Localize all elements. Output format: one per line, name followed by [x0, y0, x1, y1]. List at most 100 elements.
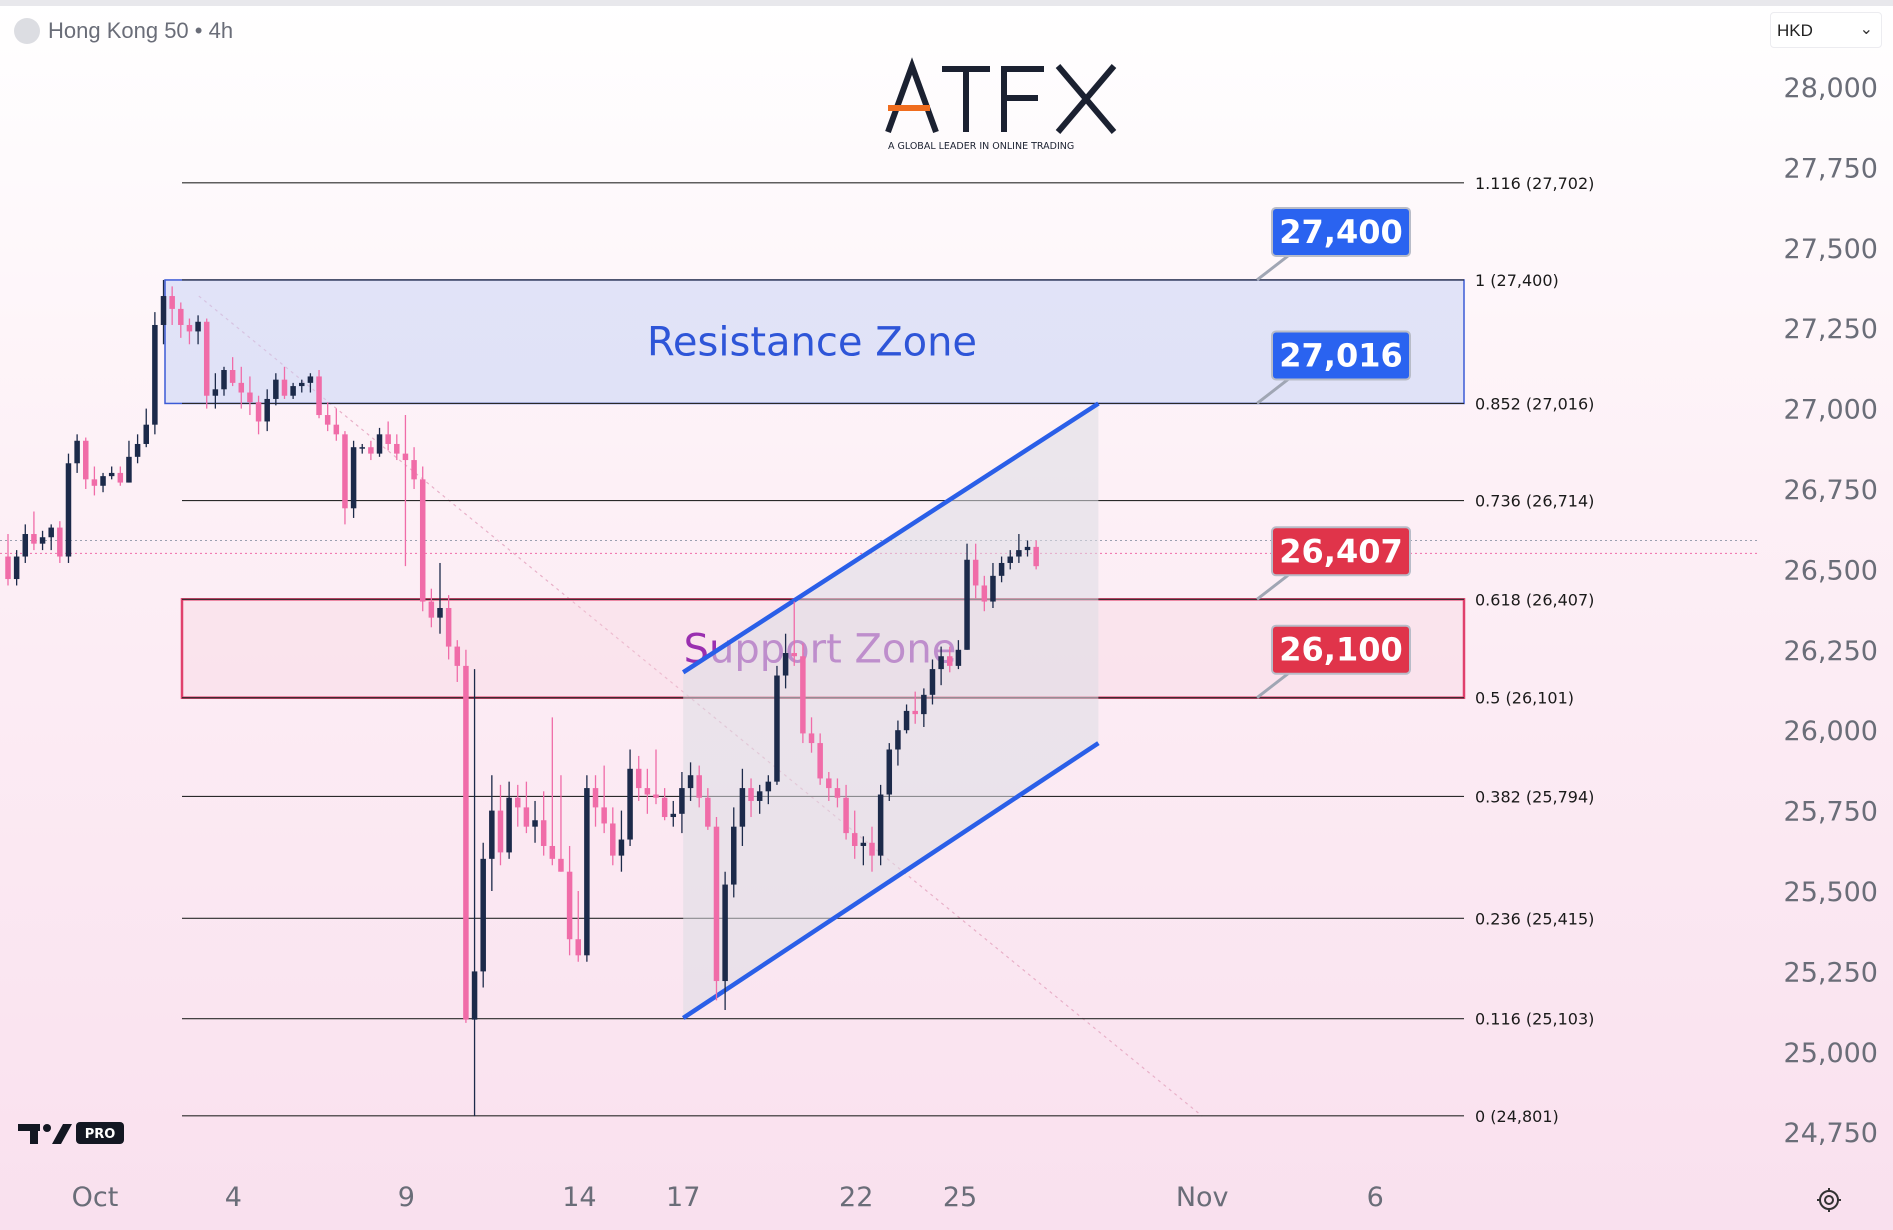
candle-body-down [843, 797, 849, 834]
x-tick-label: 6 [1367, 1182, 1384, 1213]
callout-pointer [1256, 378, 1289, 405]
candle-body-up [929, 669, 936, 695]
candle-body-down [826, 778, 832, 789]
callouts-layer: 27,400 27,016 26,407 26,100 [1256, 206, 1411, 699]
symbol-icon [14, 18, 40, 44]
candle-body-down [169, 296, 175, 309]
candle-body-up [860, 842, 867, 846]
candle-body-down [394, 443, 400, 454]
symbol-text: Hong Kong 50 • 4h [48, 18, 234, 43]
candle-body-up [903, 710, 910, 731]
candle-body-up [964, 559, 970, 650]
candle-body-up [618, 839, 625, 856]
candle-body-up [134, 443, 141, 457]
callout-pointer [1256, 672, 1289, 699]
candle-body-down [411, 460, 417, 480]
y-tick-label: 25,750 [1784, 797, 1878, 828]
x-tick-label: 4 [225, 1182, 242, 1213]
y-tick-label: 26,000 [1784, 716, 1878, 747]
candle-body-down [342, 434, 348, 509]
candle-body-up [921, 694, 927, 715]
symbol-title[interactable]: Hong Kong 50 • 4h [14, 16, 233, 46]
candle-body-down [91, 479, 98, 486]
x-tick-label: 14 [562, 1182, 596, 1213]
price-callout [1271, 206, 1411, 257]
time-axis[interactable]: Oct 4 9 14 17 22 25 Nov 6 [72, 1182, 1384, 1213]
y-tick-label: 26,250 [1784, 636, 1878, 667]
candle-body-up [1016, 550, 1022, 557]
settings-icon[interactable] [1815, 1186, 1843, 1214]
candle-body-down [558, 858, 564, 872]
candle-body-down [851, 833, 858, 846]
candle-body-down [661, 797, 668, 818]
candle-body-down [515, 797, 521, 808]
diagonal-trendline [198, 295, 1203, 1117]
channel-fill [683, 403, 1099, 1019]
candle-body-down [653, 794, 659, 798]
candle-body-down [368, 447, 374, 454]
logo-tagline: A GLOBAL LEADER IN ONLINE TRADING [888, 141, 1074, 152]
candle-body-up [350, 447, 357, 509]
candle-body-up [108, 472, 115, 477]
y-tick-label: 28,000 [1784, 73, 1878, 104]
price-callout-label: 27,400 [1279, 213, 1402, 251]
candle-body-up [877, 794, 884, 856]
candle-body-up [480, 858, 486, 972]
x-tick-label: 22 [839, 1182, 873, 1213]
candle-body-up [722, 884, 728, 982]
candle-body-up [731, 826, 737, 885]
atfx-wordmark-icon [885, 57, 1117, 134]
fib-level-label: 0 (24,801) [1475, 1107, 1559, 1126]
candle-body-down [791, 653, 797, 657]
candle-body-down [186, 324, 193, 332]
candle-body-down [324, 415, 331, 425]
candle-body-down [178, 308, 184, 325]
candle-body-down [523, 807, 530, 827]
candle-body-up [998, 562, 1005, 576]
currency-select[interactable]: HKD ⌄ [1770, 12, 1882, 48]
candle-body-up [437, 607, 443, 618]
callout-pointer [1256, 254, 1289, 282]
y-tick-label: 25,250 [1784, 957, 1878, 988]
y-tick-label: 26,500 [1784, 555, 1878, 586]
candle-body-down [635, 768, 642, 789]
candle-body-down [947, 656, 953, 666]
candle-body-up [264, 398, 270, 422]
candle-body-up [532, 820, 538, 827]
price-axis[interactable]: 28,000 27,750 27,500 27,250 27,000 26,750 26,5… [1784, 73, 1878, 1149]
candle-body-up [895, 730, 901, 750]
fib-level-label: 1 (27,400) [1475, 271, 1559, 290]
candle-body-up [774, 675, 780, 782]
x-tick-label: Nov [1176, 1182, 1229, 1213]
channel-lower-line [681, 741, 1100, 1020]
candle-body-down [575, 939, 581, 956]
tradingview-icon [18, 1124, 72, 1144]
candle-body-down [549, 845, 556, 859]
candle-body-up [687, 775, 694, 789]
y-tick-label: 27,250 [1784, 314, 1878, 345]
candle-body-up [739, 788, 746, 827]
candle-body-down [566, 871, 573, 940]
candle-body-down [31, 534, 37, 544]
candle-body-down [800, 656, 806, 734]
candle-body-up [756, 791, 763, 801]
y-tick-label: 24,750 [1784, 1118, 1878, 1149]
candle-body-down [540, 820, 547, 846]
candle-body-up [290, 386, 296, 396]
resistance-zone [164, 279, 1465, 405]
candle-body-up [152, 324, 158, 425]
y-tick-label: 27,500 [1784, 234, 1878, 265]
candle-body-down [333, 424, 340, 435]
candle-body-up [221, 370, 227, 390]
fib-level-label: 0.5 (26,101) [1475, 689, 1574, 708]
candle-body-up [100, 476, 106, 486]
candle-body-down [247, 392, 253, 403]
y-tick-label: 25,500 [1784, 877, 1878, 908]
price-callout [1271, 330, 1411, 381]
callout-pointer [1256, 574, 1289, 601]
candle-body-up [938, 656, 944, 670]
candle-body-down [497, 810, 504, 853]
y-tick-label: 27,750 [1784, 153, 1878, 184]
candle-body-down [255, 402, 262, 422]
